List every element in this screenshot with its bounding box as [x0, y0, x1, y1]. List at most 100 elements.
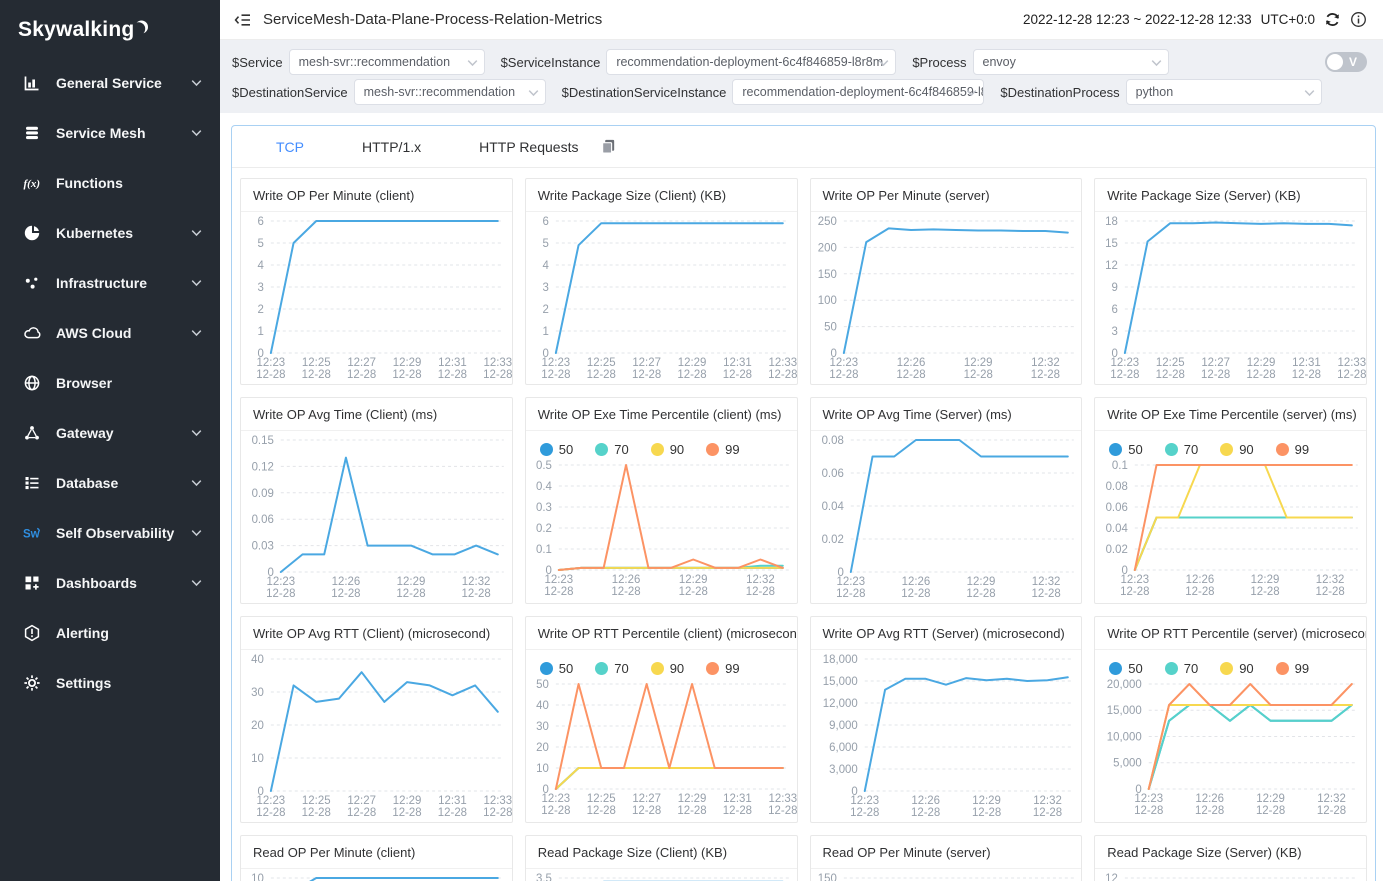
- legend-item-p70[interactable]: 70: [1164, 442, 1198, 457]
- legend-item-p99[interactable]: 99: [1275, 661, 1309, 676]
- x-tick-label: 12:23 12-28: [256, 795, 285, 819]
- x-tick-label: 12:32 12-28: [1317, 793, 1346, 817]
- sidebar-item-browser[interactable]: Browser: [0, 358, 220, 408]
- legend-dot: [1109, 661, 1123, 675]
- sidebar-collapse-icon[interactable]: [234, 11, 252, 29]
- y-tick-label: 0.2: [536, 523, 552, 535]
- sidebar-item-infrastructure[interactable]: Infrastructure: [0, 258, 220, 308]
- selected-value: envoy: [982, 55, 1016, 69]
- chart-card-read-op-per-minute-client: Read OP Per Minute (client) 024681012:231…: [240, 835, 513, 881]
- x-tick-label: 12:29 12-28: [677, 793, 706, 817]
- legend-item-p50[interactable]: 50: [1109, 661, 1143, 676]
- app-logo[interactable]: Skywalking: [0, 0, 220, 50]
- x-tick-label: 12:29 12-28: [971, 795, 1000, 819]
- sidebar-item-label: Database: [56, 475, 119, 491]
- tab-http-1-x[interactable]: HTTP/1.x: [362, 138, 422, 155]
- page-title: ServiceMesh-Data-Plane-Process-Relation-…: [263, 11, 603, 28]
- sidebar-item-aws-cloud[interactable]: AWS Cloud: [0, 308, 220, 358]
- y-tick-label: 0: [1136, 784, 1142, 796]
- sidebar-item-kubernetes[interactable]: Kubernetes: [0, 208, 220, 258]
- legend-item-p50[interactable]: 50: [539, 441, 574, 457]
- chart-legend: 50 70 90 99: [1095, 650, 1366, 678]
- y-tick-label: 50: [536, 679, 549, 691]
- chart-card-write-op-avg-time-client-ms: Write OP Avg Time (Client) (ms) 0 0.03 0.06…: [240, 397, 513, 604]
- legend-label: 50: [558, 441, 574, 457]
- filter-select-serviceinstance[interactable]: recommendation-deployment-6c4f846859-l8r…: [606, 49, 897, 75]
- legend-item-p50[interactable]: 50: [539, 661, 573, 676]
- sidebar-item-self-observability[interactable]: Sw Self Observability: [0, 508, 220, 558]
- y-tick-label: 20: [251, 720, 264, 732]
- sidebar-item-alerting[interactable]: Alerting: [0, 608, 220, 658]
- tab-tcp[interactable]: TCP: [276, 138, 304, 155]
- sidebar-item-label: Settings: [56, 675, 112, 691]
- copy-icon[interactable]: [600, 138, 617, 155]
- tab-http-requests[interactable]: HTTP Requests: [479, 138, 579, 155]
- sidebar-item-database[interactable]: Database: [0, 458, 220, 508]
- y-tick-label: 0.04: [821, 501, 844, 513]
- y-tick-label: 15,000: [822, 676, 857, 688]
- y-tick-label: 150: [817, 873, 836, 881]
- chart-title: Write Package Size (Client) (KB): [525, 179, 797, 212]
- legend-item-p99[interactable]: 99: [1275, 442, 1309, 457]
- series-value: [269, 671, 499, 792]
- chevron-down-icon: [191, 79, 202, 87]
- y-tick-label: 3: [542, 282, 548, 294]
- y-tick-label: 10: [251, 873, 264, 881]
- legend-item-p99[interactable]: 99: [706, 660, 740, 676]
- legend-item-p90[interactable]: 90: [1220, 661, 1254, 676]
- x-tick-label: 12:26 12-28: [896, 357, 925, 381]
- chart-title: Write OP RTT Percentile (client) (micros…: [525, 617, 797, 650]
- x-tick-label: 12:26 12-28: [611, 574, 640, 598]
- legend-item-p70[interactable]: 70: [595, 442, 629, 457]
- sidebar-item-dashboards[interactable]: Dashboards: [0, 558, 220, 608]
- chevron-down-icon: [191, 279, 202, 287]
- legend-item-p90[interactable]: 90: [1220, 442, 1254, 457]
- chevron-down-icon: [191, 529, 202, 537]
- series-99: [1134, 464, 1354, 571]
- x-tick-label: 12:27 12-28: [1201, 357, 1230, 381]
- sidebar-item-functions[interactable]: f(x) Functions: [0, 158, 220, 208]
- sidebar-item-gateway[interactable]: Gateway: [0, 408, 220, 458]
- x-tick-label: 12:23 12-28: [266, 576, 295, 600]
- legend-item-p99[interactable]: 99: [706, 442, 740, 457]
- chevron-down-icon: [878, 59, 889, 67]
- legend-item-p70[interactable]: 70: [1164, 661, 1198, 676]
- legend-item-p90[interactable]: 90: [650, 661, 684, 676]
- y-tick-label: 18,000: [822, 654, 857, 666]
- x-tick-label: 12:32 12-28: [1316, 574, 1345, 598]
- y-tick-label: 0: [851, 786, 857, 798]
- x-tick-label: 12:29 12-28: [392, 357, 421, 381]
- filter-select-destinationprocess[interactable]: python: [1125, 79, 1322, 105]
- view-toggle[interactable]: V: [1325, 52, 1367, 72]
- filter-select-destinationserviceinstance[interactable]: recommendation-deployment-6c4f846859-l8r…: [732, 79, 985, 105]
- sidebar-item-settings[interactable]: Settings: [0, 658, 220, 708]
- x-tick-label: 12:25 12-28: [302, 795, 331, 819]
- y-tick-label: 10: [536, 763, 549, 775]
- filter-label-destinationprocess: $DestinationProcess: [1000, 84, 1120, 100]
- sidebar-item-service-mesh[interactable]: Service Mesh: [0, 108, 220, 158]
- legend-dot: [706, 661, 720, 675]
- time-range[interactable]: 2022-12-28 12:23 ~ 2022-12-28 12:33: [1023, 12, 1252, 27]
- chart-card-write-package-size-server-kb: Write Package Size (Server) (KB) 0 3 6 9 12 15…: [1094, 178, 1367, 385]
- series-value: [309, 877, 499, 881]
- chart-title: Write OP Exe Time Percentile (server) (m…: [1095, 398, 1366, 431]
- legend-item-p70[interactable]: 70: [595, 661, 629, 676]
- filter-select-destinationservice[interactable]: mesh-svr::recommendation: [353, 79, 546, 105]
- database-icon: [22, 473, 42, 493]
- filter-select-process[interactable]: envoy: [972, 49, 1169, 75]
- y-tick-label: 1: [542, 326, 548, 338]
- refresh-icon[interactable]: [1324, 11, 1341, 28]
- info-icon[interactable]: [1350, 11, 1367, 28]
- x-tick-label: 12:29 12-28: [678, 574, 707, 598]
- line-chart: 0 10 20 30 40 50 12:23 12-28 12:25 12-28 12:27 12-2…: [536, 679, 797, 817]
- sidebar-item-general-service[interactable]: General Service: [0, 58, 220, 108]
- chart-card-write-op-per-minute-server: Write OP Per Minute (server) 0 50 100 150 200…: [809, 178, 1083, 385]
- y-tick-label: 5,000: [1113, 758, 1142, 770]
- filter-select-service[interactable]: mesh-svr::recommendation: [288, 49, 485, 75]
- chart-title: Read OP Per Minute (server): [810, 836, 1082, 869]
- legend-item-p90[interactable]: 90: [650, 442, 684, 457]
- legend-label: 99: [725, 660, 740, 676]
- chart-title: Write OP Per Minute (server): [810, 179, 1082, 212]
- x-tick-label: 12:23 12-28: [541, 793, 570, 817]
- legend-item-p50[interactable]: 50: [1109, 442, 1143, 457]
